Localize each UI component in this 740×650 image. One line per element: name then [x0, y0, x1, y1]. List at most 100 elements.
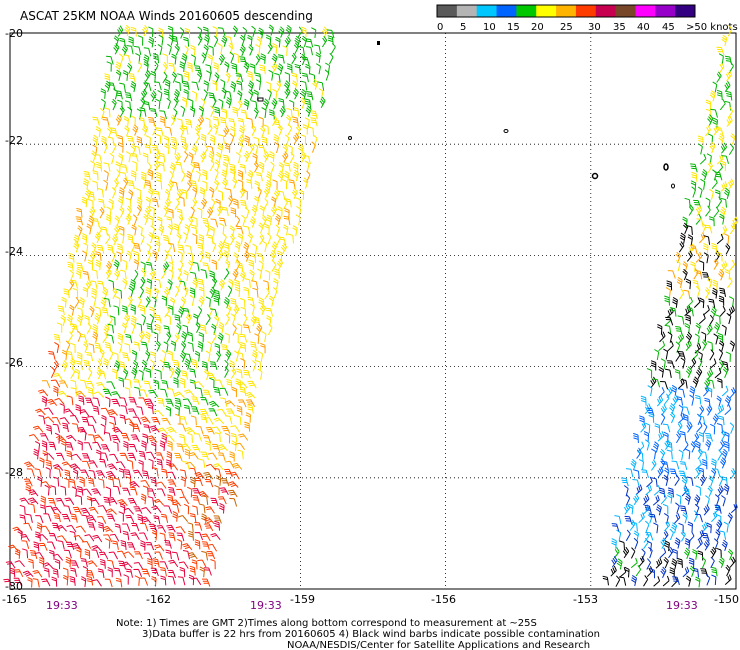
wind-barb — [713, 124, 720, 136]
wind-barb — [81, 233, 88, 244]
wind-barb — [136, 136, 142, 147]
wind-barb — [223, 250, 229, 262]
wind-barb — [91, 242, 97, 254]
wind-barb — [657, 466, 664, 478]
wind-barb — [151, 296, 157, 308]
wind-barb — [727, 548, 734, 561]
wind-barb — [137, 514, 144, 525]
wind-barb — [105, 486, 111, 497]
wind-barb — [96, 244, 105, 254]
wind-barb — [97, 280, 105, 290]
wind-barb — [152, 124, 158, 136]
wind-barb — [695, 251, 703, 263]
wind-barb — [237, 381, 248, 389]
wind-barb — [76, 207, 83, 218]
wind-barb — [659, 331, 666, 343]
wind-barb — [183, 503, 190, 515]
wind-barb — [698, 143, 703, 155]
wind-barb — [225, 71, 231, 84]
wind-barb — [728, 296, 735, 307]
wind-barb — [272, 287, 278, 299]
wind-barb — [174, 367, 181, 379]
wind-barb — [117, 332, 124, 344]
wind-barb — [285, 24, 292, 37]
wind-barb — [660, 413, 666, 425]
wind-barb — [201, 169, 208, 180]
wind-barb — [293, 169, 300, 182]
wind-barb — [298, 45, 305, 56]
wind-barb — [663, 474, 669, 487]
wind-barb — [664, 368, 672, 378]
wind-barb — [237, 169, 244, 181]
wind-barb — [158, 224, 165, 236]
wind-barb — [124, 125, 130, 137]
wind-barb — [147, 558, 153, 569]
wind-barb — [148, 215, 154, 226]
wind-barb — [631, 521, 638, 532]
legend-swatch — [496, 5, 517, 17]
wind-barb — [129, 486, 138, 496]
wind-barb — [708, 298, 716, 308]
wind-barb — [161, 380, 169, 390]
wind-barb — [272, 88, 278, 100]
wind-barb — [270, 205, 278, 217]
wind-barb — [70, 367, 76, 379]
wind-barb — [37, 389, 49, 397]
wind-barb — [85, 380, 95, 389]
wind-barb — [186, 170, 192, 182]
wind-barb — [111, 398, 121, 407]
wind-barb — [179, 416, 188, 425]
wind-barb — [180, 136, 187, 147]
wind-barb — [256, 323, 263, 335]
wind-barb — [247, 34, 253, 46]
legend-label: 25 — [560, 22, 573, 33]
wind-barb — [702, 339, 708, 351]
wind-barb — [155, 240, 161, 252]
wind-barb — [217, 496, 227, 505]
wind-barb — [200, 414, 208, 424]
wind-barb — [117, 550, 127, 559]
wind-barb — [83, 341, 89, 353]
wind-barb — [79, 476, 85, 487]
wind-barb — [145, 287, 152, 298]
wind-barb — [211, 259, 217, 270]
wind-barb — [145, 196, 151, 208]
wind-barb — [201, 495, 209, 505]
wind-barb — [203, 517, 215, 524]
wind-barb — [224, 359, 229, 372]
wind-barb — [240, 199, 248, 209]
wind-barb — [669, 307, 677, 317]
wind-barb — [167, 388, 176, 397]
wind-barb — [122, 70, 129, 81]
wind-barb — [276, 234, 281, 246]
wind-barb — [128, 73, 136, 83]
wind-barb — [263, 151, 270, 163]
wind-barb — [66, 450, 73, 461]
wind-barb — [71, 486, 77, 498]
wind-barb — [219, 117, 227, 127]
legend-swatch — [575, 5, 597, 17]
wind-barb — [729, 340, 735, 352]
wind-barb — [721, 361, 729, 371]
wind-barb — [178, 196, 185, 207]
wind-barb — [671, 522, 678, 534]
wind-barb — [204, 523, 214, 532]
wind-barb — [248, 44, 254, 56]
wind-barb — [641, 548, 646, 561]
wind-barb — [224, 400, 236, 407]
wind-barb — [180, 341, 187, 353]
wind-barb — [159, 567, 167, 577]
wind-barb — [161, 468, 168, 479]
wind-barb — [227, 481, 239, 488]
wind-barb — [69, 304, 75, 316]
wind-barb — [24, 461, 35, 469]
wind-barb — [86, 575, 94, 586]
wind-barb — [138, 397, 148, 406]
wind-barb — [216, 204, 224, 216]
wind-barb — [713, 258, 719, 270]
wind-barb — [669, 528, 674, 541]
wind-barb — [71, 323, 79, 333]
wind-barb — [105, 538, 111, 549]
wind-barb — [181, 170, 186, 183]
wind-barb — [702, 242, 709, 254]
